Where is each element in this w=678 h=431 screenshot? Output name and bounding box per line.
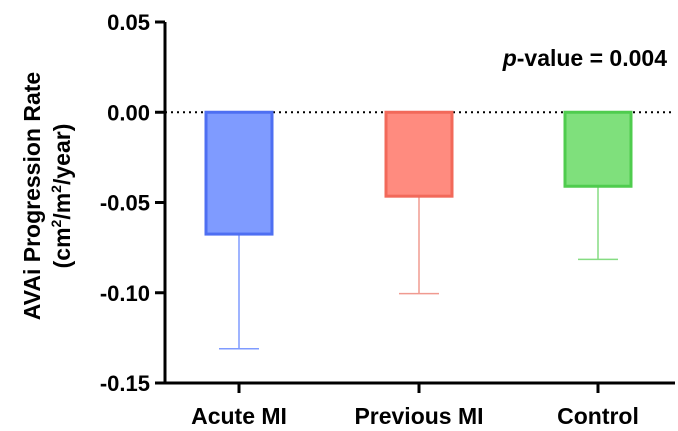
x-tick-label-3: Control bbox=[557, 403, 639, 429]
bar-1 bbox=[204, 110, 274, 236]
y-tick-label-5: -0.15 bbox=[100, 371, 150, 396]
bar-2 bbox=[384, 110, 454, 198]
bar-3 bbox=[563, 110, 633, 188]
y-axis-label: AVAi Progression Rate (cm2/m2/year) bbox=[19, 72, 75, 320]
x-tick-label-1: Acute MI bbox=[191, 403, 287, 429]
y-tick-label-2: 0.00 bbox=[107, 100, 150, 125]
y-axis-label-line1: AVAi Progression Rate bbox=[19, 72, 45, 320]
p-value-annotation: p-value = 0.004 bbox=[502, 45, 668, 71]
y-tick-label-4: -0.10 bbox=[100, 281, 150, 306]
x-tick-label-2: Previous MI bbox=[354, 403, 483, 429]
y-axis-label-line2: (cm2/m2/year) bbox=[48, 124, 75, 269]
y-tick-label-3: -0.05 bbox=[100, 191, 150, 216]
y-tick-label-1: 0.05 bbox=[107, 10, 150, 35]
